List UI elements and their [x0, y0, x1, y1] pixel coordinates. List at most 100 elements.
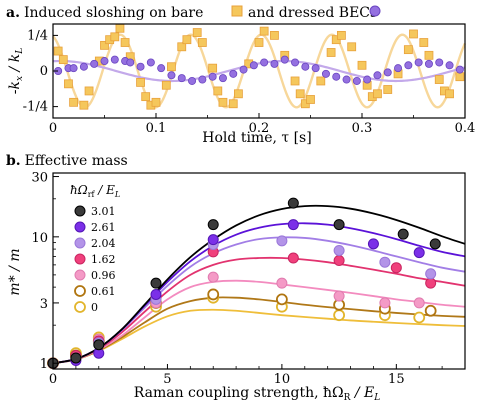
- dressed-point-37: [424, 59, 433, 68]
- panel-b-ytick-label: 3: [40, 297, 48, 312]
- bare-point-9: [110, 32, 120, 42]
- dressed-point-15: [198, 75, 207, 84]
- point-3_01-2: [93, 339, 105, 351]
- dressed-point-26: [311, 64, 320, 73]
- point-1_62-7: [390, 262, 402, 274]
- bare-point-46: [383, 85, 393, 94]
- bare-point-41: [347, 42, 357, 52]
- point-2_61-4: [207, 234, 219, 246]
- panel-b-curves: [52, 204, 466, 365]
- bare-point-45: [373, 89, 382, 99]
- panel-b-xtick-label: 15: [388, 372, 405, 387]
- bare-point-52: [434, 75, 444, 84]
- dressed-point-30: [352, 76, 361, 85]
- bare-point-42: [357, 60, 367, 70]
- point-1_62-8: [425, 277, 437, 289]
- panel-b-xtick-label: 10: [274, 372, 291, 387]
- bare-point-50: [419, 38, 429, 47]
- point-3_01-3: [150, 277, 162, 289]
- bare-point-16: [151, 97, 161, 107]
- dressed-point-35: [404, 61, 413, 70]
- legend-marker-2_04: [74, 237, 86, 249]
- point-2_61-6: [367, 238, 379, 250]
- panel-a-plot: 0 0.1 0.2 0.3 0.41/40-1/4: [23, 23, 476, 136]
- curve-1_62: [52, 256, 466, 365]
- bare-point-7: [100, 40, 109, 50]
- panel-b-letter: b.: [6, 153, 21, 169]
- panel-b-ytick-label: 30: [31, 171, 48, 186]
- point-0_61-5: [275, 293, 288, 306]
- point-3_01-8: [429, 238, 441, 250]
- point-3_01-1: [70, 352, 82, 364]
- point-1_62-6: [333, 254, 345, 266]
- bare-point-17: [161, 80, 171, 90]
- legend-marker-2_61: [74, 221, 86, 233]
- dressed-point-16: [208, 72, 217, 81]
- bare-point-2: [64, 79, 73, 89]
- legend-marker-0_96: [74, 269, 86, 281]
- bare-point-21: [192, 28, 202, 37]
- curve-0: [52, 308, 466, 365]
- bare-point-51: [424, 50, 434, 60]
- bare-point-22: [197, 38, 207, 47]
- dressed-point-10: [146, 58, 155, 67]
- dressed-fit-curve: [52, 59, 466, 83]
- panel-a-letter: a.: [6, 5, 20, 21]
- bare-point-19: [177, 42, 187, 52]
- title-bare-square-marker: [231, 5, 243, 17]
- bare-point-23: [208, 63, 218, 73]
- point-3_01-7: [397, 228, 409, 240]
- point-3_01-5: [287, 197, 299, 209]
- point-0_61-8: [424, 304, 437, 317]
- dressed-point-23: [280, 55, 289, 64]
- legend-label-0_96: 0.96: [91, 269, 116, 282]
- point-0-8: [413, 311, 426, 324]
- legend-label-1_62: 1.62: [91, 253, 116, 266]
- point-2_61-5: [287, 219, 299, 231]
- legend-marker-3_01: [74, 205, 86, 217]
- bare-point-48: [403, 45, 413, 55]
- bare-point-3: [69, 97, 78, 107]
- dressed-point-2: [69, 64, 78, 73]
- dressed-point-27: [321, 69, 330, 78]
- bare-point-55: [455, 72, 465, 82]
- dressed-point-38: [435, 58, 444, 67]
- bare-point-37: [316, 76, 326, 86]
- bare-point-1: [58, 55, 68, 65]
- dressed-point-19: [239, 65, 248, 74]
- bare-point-30: [259, 26, 269, 36]
- dressed-point-8: [126, 58, 135, 67]
- panel-a-title-part1: Induced sloshing on bare: [24, 5, 203, 21]
- bare-point-24: [213, 86, 223, 96]
- panel-b-ytick-label: 1: [40, 357, 48, 372]
- dressed-point-5: [100, 57, 109, 66]
- bare-point-31: [270, 30, 279, 40]
- bare-point-25: [218, 97, 228, 107]
- dressed-point-20: [249, 61, 258, 70]
- dressed-point-9: [136, 62, 145, 71]
- panel-b-ytick-label: 10: [31, 231, 48, 246]
- dressed-point-18: [229, 69, 238, 78]
- dressed-point-22: [270, 59, 279, 68]
- panel-a-title: a. Induced sloshing on bare and dressed B…: [6, 5, 381, 21]
- panel-a-xtick-label: 0.1: [146, 121, 167, 136]
- dressed-point-4: [90, 59, 99, 68]
- point-0-6: [333, 309, 346, 322]
- legend-label-0_61: 0.61: [91, 285, 116, 298]
- dressed-point-29: [342, 75, 351, 84]
- panel-a-xtick-label: 0.4: [455, 121, 476, 136]
- panel-b-legend: ħΩrf / EL 3.01 2.61 2.04 1.62 0.96 0.61 0: [70, 183, 120, 314]
- point-3_01-6: [333, 219, 345, 231]
- panel-a-fit-curves: [52, 33, 467, 109]
- point-0_96-7: [379, 297, 391, 309]
- point-2_04-6: [333, 244, 345, 256]
- panel-b-xtick-label: 0: [49, 372, 57, 387]
- bare-point-27: [233, 89, 243, 99]
- dressed-point-6: [110, 55, 119, 64]
- dressed-point-13: [177, 74, 186, 83]
- bare-point-54: [445, 89, 454, 99]
- title-dressed-circle-marker: [369, 5, 381, 17]
- curve-3_01: [52, 204, 466, 365]
- bare-point-33: [290, 76, 300, 86]
